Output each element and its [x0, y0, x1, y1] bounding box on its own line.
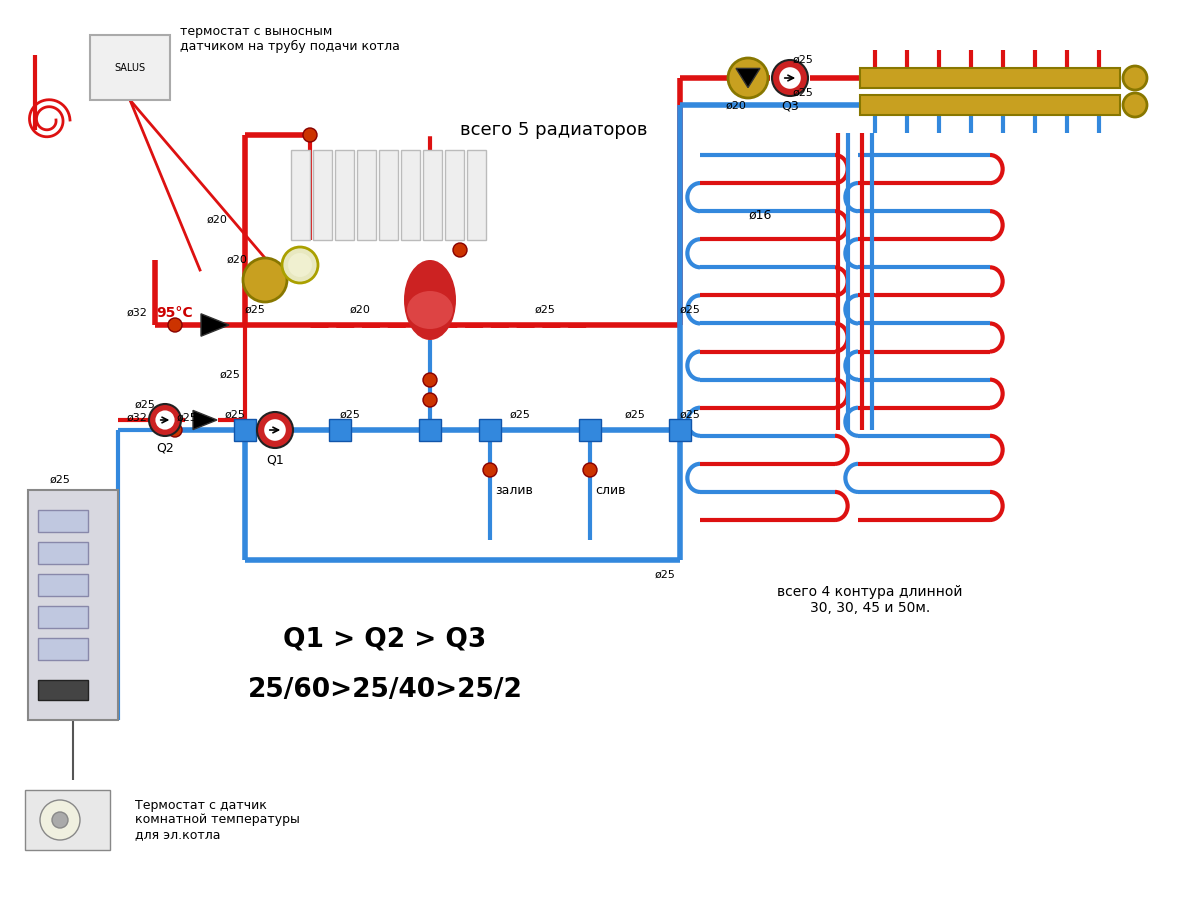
Text: Термостат с датчик
комнатной температуры
для эл.котла: Термостат с датчик комнатной температуры… [135, 798, 300, 842]
Circle shape [52, 812, 68, 828]
Circle shape [282, 247, 318, 283]
Bar [860, 95, 1120, 115]
Bar [38, 542, 88, 564]
Bar [28, 490, 118, 720]
Polygon shape [193, 410, 217, 429]
Polygon shape [201, 314, 229, 337]
Circle shape [40, 800, 80, 840]
Bar [38, 680, 88, 700]
Text: 95°C: 95°C [157, 306, 193, 320]
Circle shape [423, 373, 436, 387]
Bar [38, 510, 88, 532]
Bar [335, 150, 354, 240]
Bar [860, 68, 1120, 88]
Text: 25/60>25/40>25/2: 25/60>25/40>25/2 [247, 677, 523, 703]
Circle shape [243, 258, 287, 302]
Bar [466, 150, 486, 240]
Text: ø20: ø20 [350, 305, 370, 315]
Circle shape [1123, 66, 1147, 90]
Text: всего 4 контура длинной
30, 30, 45 и 50м.: всего 4 контура длинной 30, 30, 45 и 50м… [777, 585, 963, 615]
Text: залив: залив [495, 483, 532, 497]
Text: ø32: ø32 [127, 308, 147, 318]
Text: ø16: ø16 [748, 209, 772, 221]
Text: термостат с выносным
датчиком на трубу подачи котла: термостат с выносным датчиком на трубу п… [180, 25, 400, 53]
Circle shape [156, 410, 175, 429]
Bar [579, 419, 601, 441]
Bar [90, 35, 170, 100]
Bar [669, 419, 691, 441]
Text: ø25: ø25 [134, 400, 156, 410]
Bar [38, 638, 88, 660]
Bar [25, 790, 110, 850]
Text: ø20: ø20 [725, 101, 747, 111]
Text: ø25: ø25 [245, 305, 265, 315]
Bar [329, 419, 351, 441]
Circle shape [168, 423, 182, 437]
Bar [313, 150, 332, 240]
Text: ø25: ø25 [793, 88, 813, 98]
Bar [357, 150, 376, 240]
Text: ø25: ø25 [793, 55, 813, 65]
Bar [38, 574, 88, 596]
Circle shape [779, 68, 801, 89]
Circle shape [1123, 93, 1147, 117]
Bar [379, 150, 398, 240]
Text: ø25: ø25 [339, 410, 361, 420]
Bar [38, 606, 88, 628]
Circle shape [728, 58, 769, 98]
Text: SALUS: SALUS [114, 63, 145, 73]
Text: ø25: ø25 [224, 410, 246, 420]
Circle shape [772, 60, 808, 96]
Circle shape [303, 128, 317, 142]
Text: Q1: Q1 [266, 454, 284, 466]
Text: ø25: ø25 [510, 410, 530, 420]
Text: Q1 > Q2 > Q3: Q1 > Q2 > Q3 [283, 627, 487, 653]
Circle shape [149, 404, 181, 436]
Circle shape [483, 463, 498, 477]
Text: слив: слив [595, 483, 626, 497]
Text: ø25: ø25 [625, 410, 645, 420]
Circle shape [264, 419, 285, 441]
Text: Q3: Q3 [781, 100, 799, 112]
Circle shape [423, 393, 436, 407]
Text: ø25: ø25 [219, 370, 241, 380]
Bar [445, 150, 464, 240]
Bar [423, 150, 442, 240]
Text: ø25: ø25 [176, 413, 198, 423]
Text: ø25: ø25 [680, 305, 700, 315]
Bar [234, 419, 257, 441]
Bar [291, 150, 311, 240]
Ellipse shape [404, 260, 456, 340]
Text: Q2: Q2 [156, 442, 174, 454]
Text: ø25: ø25 [49, 475, 71, 485]
Text: ø32: ø32 [127, 413, 147, 423]
Text: ø25: ø25 [535, 305, 555, 315]
Circle shape [288, 253, 312, 277]
Circle shape [257, 412, 293, 448]
Text: всего 5 радиаторов: всего 5 радиаторов [460, 121, 647, 139]
Text: ø25: ø25 [680, 410, 700, 420]
Bar [478, 419, 501, 441]
Text: ø20: ø20 [227, 255, 247, 265]
Circle shape [453, 243, 466, 257]
Circle shape [583, 463, 597, 477]
Bar [400, 150, 420, 240]
Circle shape [168, 318, 182, 332]
Polygon shape [736, 68, 760, 87]
Bar [418, 419, 441, 441]
Text: ø25: ø25 [655, 570, 675, 580]
Text: ø20: ø20 [206, 215, 228, 225]
Ellipse shape [406, 291, 453, 329]
